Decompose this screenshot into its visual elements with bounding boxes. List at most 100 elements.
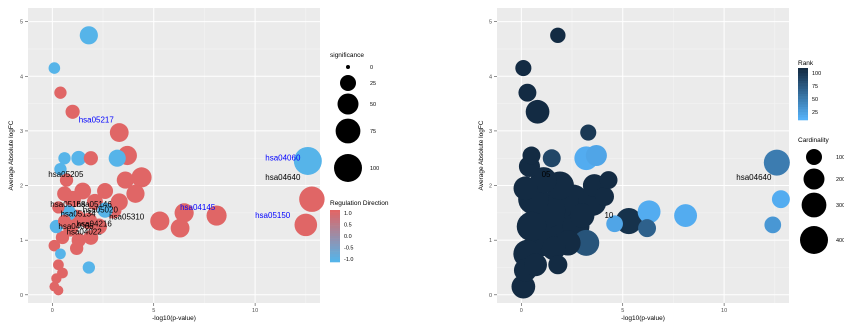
color-legend-label: -0.5 [344,246,353,252]
data-point [126,184,145,203]
size-legend-label: 100 [370,166,379,172]
point-label: hsa04060 [265,154,301,163]
color-legend-bar [798,86,808,90]
x-tick-label: 0 [51,308,54,314]
color-legend-bar [330,215,340,219]
color-legend-label: 0.5 [344,223,352,229]
data-point [515,60,532,77]
x-tick-label: 10 [252,308,258,314]
data-point [54,162,67,176]
size-legend-label: 0 [370,65,373,71]
x-tick-label: 0 [520,308,523,314]
y-tick-label: 1 [20,238,23,244]
color-legend-bar [798,91,808,95]
color-legend-bar [798,75,808,79]
data-point [59,173,74,187]
data-point [170,218,190,238]
data-point [606,215,623,233]
color-legend-bar [330,220,340,224]
data-point [108,149,126,167]
data-point [638,219,657,238]
data-point [116,171,134,189]
data-point [58,152,71,165]
point-label: hsa04640 [265,173,301,182]
data-point [522,146,541,165]
data-point [637,200,661,224]
data-point [516,211,547,242]
color-legend-label: 75 [812,84,818,90]
color-legend-bar [798,114,808,118]
x-tick-label: 5 [152,308,155,314]
size-legend-label: 100 [836,155,844,161]
size-legend-label: 200 [836,177,844,183]
color-legend-title: Regulation Direction [330,200,389,207]
y-tick-label: 2 [489,184,492,190]
data-point [150,211,170,231]
size-legend-key [801,192,827,218]
color-legend-bar [330,256,340,260]
data-point [54,86,67,99]
color-legend-label: 0.0 [344,234,352,240]
data-point [615,208,642,235]
data-point [65,104,80,119]
color-legend-bar [798,81,808,84]
data-point [55,248,66,260]
data-point [109,123,129,142]
data-point [70,241,84,256]
point-label: hsa05217 [79,115,115,124]
color-legend-bar [330,249,340,252]
data-point [97,202,113,218]
data-point [594,186,615,207]
data-point [518,83,537,102]
point-label: 05 [542,170,551,179]
data-point [71,150,87,166]
data-point [580,124,597,141]
point-label: hsa04066 [58,222,94,231]
color-legend-label: 25 [812,110,818,116]
data-point [585,144,607,167]
data-point [52,201,65,214]
color-legend-bar [330,223,340,226]
color-legend-bar [330,236,340,239]
data-point [90,218,107,235]
color-legend-bar [798,83,808,87]
data-point [48,62,61,74]
color-legend-bar [798,104,808,108]
point-label: hsa05146 [77,200,113,209]
color-legend-bar [798,70,808,74]
data-point [58,214,71,228]
data-point [55,230,70,245]
y-axis-title: Average Absolute logFC [8,120,15,190]
color-legend-bar [798,88,808,92]
point-label: 10 [604,211,613,220]
size-legend-key [335,118,361,144]
size-legend-key [334,154,362,182]
color-legend-bar [330,254,340,258]
color-legend-label: 1.0 [344,211,352,217]
size-legend-key [346,65,350,69]
color-legend-bar [798,96,808,100]
color-legend-bar [798,112,808,116]
y-axis-title: Average Absolute logFC [478,120,485,190]
data-point [513,176,538,201]
data-point [97,183,114,200]
point-label: hsa05020 [83,206,119,215]
y-tick-label: 0 [20,293,23,299]
data-point [53,259,64,271]
color-legend-bar [330,210,340,213]
color-legend-bar [330,238,340,242]
data-point [53,285,64,296]
size-legend-label: 75 [370,129,376,135]
color-legend-bar [330,228,340,232]
data-point [83,230,99,245]
data-point [299,186,325,212]
color-legend-bar [330,259,340,263]
color-legend-label: -1.0 [344,257,353,263]
data-point [294,213,318,237]
size-legend-label: 400 [836,238,844,244]
data-point [79,26,98,45]
point-label: hsa05150 [255,211,291,220]
size-legend-key [800,226,828,254]
color-legend-title: Rank [798,60,814,67]
